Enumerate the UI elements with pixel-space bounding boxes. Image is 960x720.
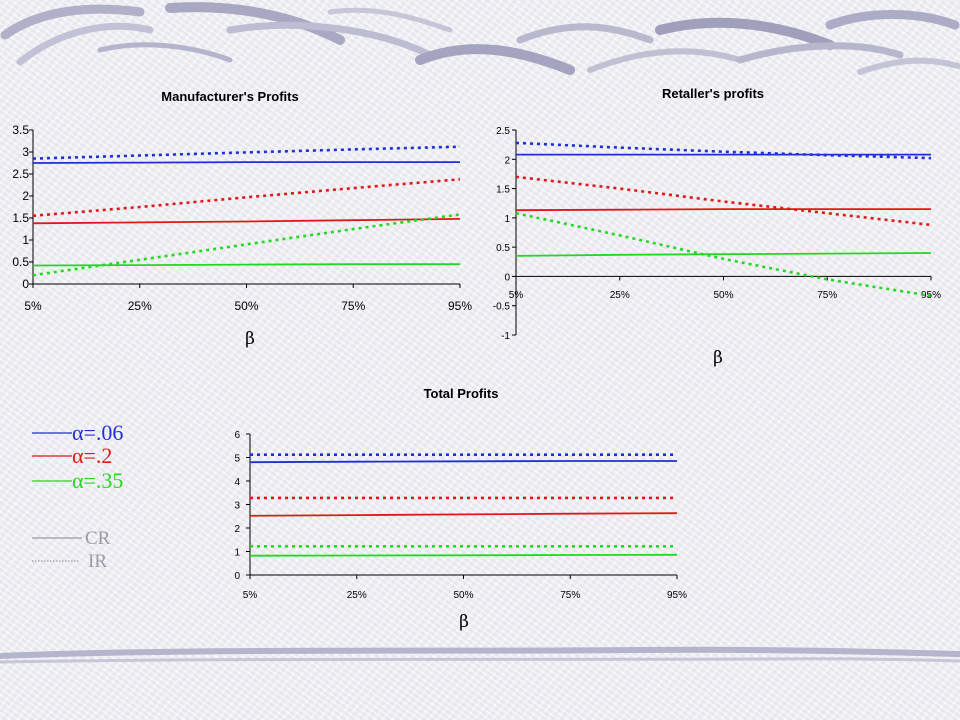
total-y-tick-label: 1 — [234, 548, 240, 559]
retailer-y-tick-label: -0.5 — [493, 302, 511, 313]
manufacturer-y-tick-label: 3.5 — [12, 123, 29, 137]
legend-item-alpha-2: α=.2 — [32, 443, 112, 468]
retailer-x-tick-label: 95% — [921, 290, 941, 301]
total-series-line-2 — [249, 512, 678, 517]
retailer-series-line-5 — [515, 211, 932, 298]
retailer-x-tick-label: 25% — [610, 290, 630, 301]
retailer-y-tick-label: 1.5 — [496, 185, 510, 196]
total-x-tick-label: 95% — [667, 590, 687, 601]
retailer-series-line-3 — [515, 175, 932, 227]
retailer-chart: Retaller's profits -1 -0.5 0 0.5 1 1.5 2 2.5 5% 25… — [493, 86, 941, 368]
manufacturer-series-line-5 — [32, 213, 461, 277]
total-y-tick-label: 0 — [234, 571, 240, 582]
total-y-tick-label: 6 — [234, 430, 240, 441]
retailer-y-tick-label: 0 — [504, 272, 510, 283]
legend-label-alpha-06: α=.06 — [72, 420, 123, 445]
manufacturer-series-line-1 — [32, 145, 461, 160]
total-y-tick-label: 3 — [234, 501, 240, 512]
manufacturer-y-tick-label: 1 — [22, 233, 29, 247]
manufacturer-series-line-2 — [32, 218, 461, 225]
retailer-y-tick-label: 2 — [504, 155, 510, 166]
total-title: Total Profits — [424, 386, 499, 401]
total-y-tick-label: 5 — [234, 454, 240, 465]
manufacturer-series-line-3 — [32, 178, 461, 218]
legend-label-cr: CR — [85, 528, 111, 549]
total-y-tick-label: 2 — [234, 524, 240, 535]
retailer-y-tick-label: 1 — [504, 214, 510, 225]
manufacturer-y-tick-label: 3 — [22, 145, 29, 159]
retailer-x-tick-label: 50% — [713, 290, 733, 301]
retailer-y-tick-label: 0.5 — [496, 243, 510, 254]
legend-item-ir: IR — [32, 551, 107, 572]
legend-label-ir: IR — [88, 551, 107, 572]
retailer-series-line-2 — [515, 208, 931, 212]
total-x-tick-label: 75% — [560, 590, 580, 601]
header-swirl-decoration — [0, 2, 960, 75]
retailer-x-tick-label: 75% — [817, 290, 837, 301]
manufacturer-x-tick-label: 25% — [128, 299, 152, 313]
total-series-line-0 — [249, 460, 677, 464]
total-x-tick-label: 50% — [453, 590, 473, 601]
retailer-series-line-4 — [515, 252, 932, 257]
retailer-x-tick-label: 5% — [509, 290, 524, 301]
manufacturer-x-tick-label: 50% — [234, 299, 258, 313]
legend: α=.06 α=.2 α=.35 CR IR — [32, 420, 123, 572]
manufacturer-x-tick-label: 75% — [341, 299, 365, 313]
total-x-axis-label: β — [459, 612, 469, 632]
footer-swirl-decoration — [0, 646, 960, 664]
legend-label-alpha-35: α=.35 — [72, 468, 123, 493]
manufacturer-y-tick-label: 2 — [22, 189, 29, 203]
total-x-tick-label: 5% — [243, 590, 258, 601]
retailer-y-tick-label: 2.5 — [496, 126, 510, 137]
legend-item-alpha-06: α=.06 — [32, 420, 123, 445]
manufacturer-title: Manufacturer's Profits — [161, 89, 298, 104]
manufacturer-x-axis-label: β — [245, 329, 255, 349]
manufacturer-y-tick-label: 1.5 — [12, 211, 29, 225]
retailer-x-axis-label: β — [713, 348, 723, 368]
retailer-title: Retaller's profits — [662, 86, 764, 101]
manufacturer-y-tick-label: 0.5 — [12, 255, 29, 269]
manufacturer-chart: Manufacturer's Profits 0 0.5 1 1.5 2 2.5 3 3.5 5%… — [12, 89, 472, 349]
manufacturer-x-tick-label: 95% — [448, 299, 472, 313]
total-y-tick-label: 4 — [234, 477, 240, 488]
total-chart: Total Profits 0 1 2 3 4 5 6 5% 25% 50% 75% 95% β — [234, 386, 687, 632]
manufacturer-y-tick-label: 2.5 — [12, 167, 29, 181]
retailer-y-tick-label: -1 — [501, 331, 510, 342]
total-series-line-4 — [249, 553, 678, 557]
legend-label-alpha-2: α=.2 — [72, 443, 112, 468]
manufacturer-y-tick-label: 0 — [22, 277, 29, 291]
charts-layer: Manufacturer's Profits 0 0.5 1 1.5 2 2.5 3 3.5 5%… — [12, 86, 941, 632]
manufacturer-x-tick-label: 5% — [24, 299, 42, 313]
total-x-tick-label: 25% — [347, 590, 367, 601]
retailer-series-line-1 — [515, 141, 932, 160]
legend-item-alpha-35: α=.35 — [32, 468, 123, 493]
manufacturer-series-line-0 — [32, 161, 460, 164]
legend-item-cr: CR — [32, 528, 111, 549]
